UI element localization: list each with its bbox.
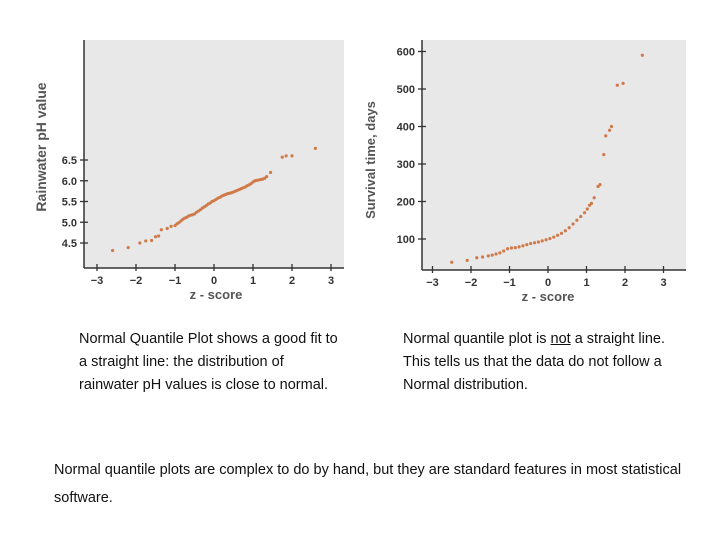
right-data-point xyxy=(567,226,571,230)
left-y-tick-label: 6.5 xyxy=(62,155,77,167)
right-data-point xyxy=(475,256,479,260)
right-data-point xyxy=(548,237,552,241)
right-data-point xyxy=(502,249,506,253)
right-data-point xyxy=(450,260,454,264)
right-y-tick-label: 300 xyxy=(397,159,415,171)
left-x-tick-label: 2 xyxy=(289,275,295,287)
right-caption-start: Normal quantile plot is xyxy=(403,331,551,347)
chart-left-x-axis-title: z - score xyxy=(190,287,243,302)
right-data-point xyxy=(609,124,614,129)
right-data-point xyxy=(509,246,514,250)
right-x-tick-label: 3 xyxy=(660,277,666,289)
left-data-point xyxy=(313,146,317,150)
right-data-point xyxy=(556,233,560,237)
right-data-point xyxy=(571,222,575,226)
left-y-tick-label: 5.0 xyxy=(62,217,77,229)
right-data-point xyxy=(640,53,644,57)
left-x-tick-label: 1 xyxy=(250,275,256,287)
left-y-tick-label: 5.5 xyxy=(62,197,77,209)
charts-figure: 4.5 5.0 5.5 6.0 6.5 −3 −2 −1 0 1 2 3 Rainwater pH … xyxy=(33,40,686,304)
right-caption-emphasis: not xyxy=(550,331,571,347)
right-data-point xyxy=(575,218,579,222)
left-data-point xyxy=(157,234,161,238)
right-data-point xyxy=(517,245,521,249)
left-x-tick-label: 0 xyxy=(211,275,217,287)
right-y-tick-label: 600 xyxy=(397,47,415,59)
right-data-point xyxy=(544,238,548,242)
right-data-point xyxy=(559,231,564,235)
right-data-point xyxy=(540,239,544,243)
right-data-point xyxy=(494,252,498,256)
right-data-point xyxy=(592,196,596,200)
right-data-point xyxy=(529,241,533,246)
right-data-point xyxy=(465,258,469,262)
right-x-tick-label: −2 xyxy=(465,277,478,289)
right-data-point xyxy=(579,214,583,219)
chart-right-x-axis-title: z - score xyxy=(522,289,575,304)
bottom-note: Normal quantile plots are complex to do … xyxy=(54,462,682,506)
right-x-tick-label: 1 xyxy=(583,277,589,289)
right-data-point xyxy=(621,81,625,85)
left-x-tick-label: −3 xyxy=(91,275,104,287)
right-data-point xyxy=(490,253,494,257)
right-data-point xyxy=(486,254,490,258)
right-data-point xyxy=(552,235,556,239)
right-data-point xyxy=(598,183,602,187)
right-y-tick-label: 500 xyxy=(397,84,415,96)
left-x-tick-label: −2 xyxy=(130,275,143,287)
left-data-point xyxy=(159,228,163,232)
left-x-tick-label: 3 xyxy=(328,275,334,287)
right-data-point xyxy=(589,201,594,205)
right-data-point xyxy=(498,251,502,255)
right-data-point xyxy=(521,244,525,248)
right-y-tick-label: 100 xyxy=(397,234,415,246)
right-caption: Normal quantile plot is not a straight l… xyxy=(403,328,678,397)
right-caption-end: a straight line. This tells us that the … xyxy=(403,331,665,393)
right-data-point xyxy=(525,243,529,247)
right-x-tick-label: −1 xyxy=(503,277,516,289)
left-data-point xyxy=(144,239,148,243)
left-data-point xyxy=(150,238,154,243)
left-data-point xyxy=(111,248,115,253)
right-data-point xyxy=(505,247,510,251)
left-x-tick-label: −1 xyxy=(169,275,182,287)
chart-right: 100 200 300 400 500 600 −3 −2 −1 0 1 2 3 Survival t… xyxy=(363,40,686,304)
left-data-point xyxy=(169,224,173,228)
right-data-point xyxy=(513,246,517,250)
left-data-point xyxy=(265,175,269,179)
right-data-point xyxy=(536,240,540,244)
right-data-point xyxy=(563,229,567,233)
left-data-point xyxy=(284,154,288,158)
chart-left-plot-area xyxy=(84,40,344,268)
right-data-point xyxy=(608,128,612,132)
chart-right-plot-area xyxy=(422,40,686,270)
chart-left: 4.5 5.0 5.5 6.0 6.5 −3 −2 −1 0 1 2 3 Rainwater pH … xyxy=(33,40,344,302)
left-y-tick-label: 4.5 xyxy=(62,238,77,250)
left-data-point xyxy=(268,170,273,175)
right-y-tick-label: 400 xyxy=(397,122,415,134)
right-data-point xyxy=(585,207,589,211)
left-data-point xyxy=(165,226,169,231)
left-caption: Normal Quantile Plot shows a good fit to… xyxy=(79,331,338,393)
right-data-point xyxy=(582,211,587,215)
left-data-point xyxy=(126,245,130,250)
left-data-point xyxy=(153,235,158,239)
right-data-point xyxy=(615,83,619,87)
left-data-point xyxy=(138,241,142,245)
right-x-tick-label: 0 xyxy=(545,277,551,289)
right-x-tick-label: 2 xyxy=(622,277,628,289)
right-x-tick-label: −3 xyxy=(426,277,439,289)
right-y-tick-label: 200 xyxy=(397,197,415,209)
left-data-point xyxy=(280,155,284,159)
right-data-point xyxy=(602,153,606,157)
right-data-point xyxy=(604,134,608,138)
chart-left-y-axis-title: Rainwater pH value xyxy=(33,82,49,211)
left-data-point xyxy=(290,154,294,158)
right-data-point xyxy=(532,241,537,245)
right-data-point xyxy=(480,255,485,259)
left-y-tick-label: 6.0 xyxy=(62,176,77,188)
chart-right-y-axis-title: Survival time, days xyxy=(363,101,378,219)
